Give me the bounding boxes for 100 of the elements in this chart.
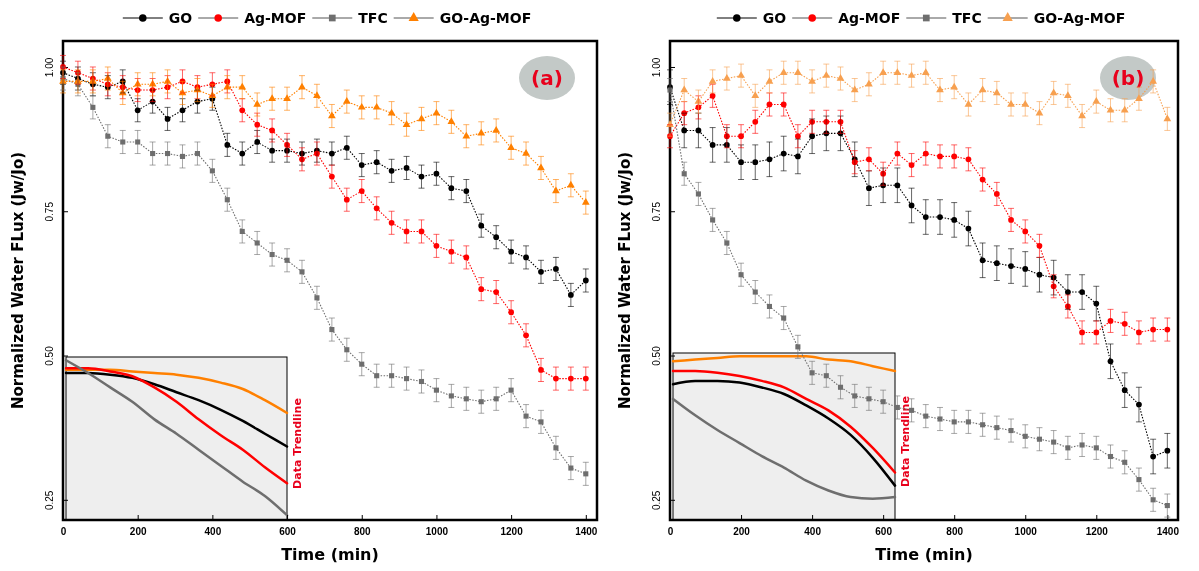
point — [894, 150, 901, 157]
point — [951, 419, 957, 425]
point — [567, 375, 574, 382]
point — [893, 68, 902, 75]
point — [150, 150, 156, 157]
x-tick-label: 600 — [279, 526, 297, 537]
point — [508, 309, 514, 316]
point — [809, 118, 815, 125]
point — [1107, 358, 1114, 365]
point — [283, 94, 291, 101]
point — [389, 373, 395, 379]
point — [979, 257, 986, 264]
point — [342, 97, 351, 104]
point — [433, 243, 440, 249]
point — [344, 347, 350, 353]
point — [538, 268, 544, 275]
point — [134, 107, 141, 114]
point — [417, 114, 426, 122]
point — [667, 133, 673, 140]
point — [752, 118, 759, 125]
point — [951, 217, 958, 223]
point — [374, 373, 380, 379]
annotation: (b) — [1111, 66, 1145, 90]
point — [582, 277, 589, 284]
point — [463, 254, 470, 261]
x-tick-label: 1200 — [500, 526, 524, 537]
point — [1008, 263, 1014, 269]
point — [493, 396, 499, 402]
point — [852, 393, 858, 399]
y-tick-label: 0.50 — [44, 345, 55, 366]
point — [120, 139, 126, 145]
point — [780, 150, 787, 157]
point — [681, 127, 688, 134]
point — [119, 84, 126, 91]
y-tick-label: 0.75 — [44, 201, 55, 222]
point — [1092, 97, 1101, 104]
x-tick-label: 1000 — [1014, 526, 1038, 537]
point — [894, 182, 901, 189]
point — [1049, 88, 1058, 96]
point — [582, 375, 589, 382]
point — [60, 69, 66, 76]
point — [909, 407, 915, 413]
point — [373, 159, 380, 166]
point — [328, 150, 335, 157]
point — [1021, 100, 1030, 107]
x-tick-label: 1200 — [1085, 526, 1109, 537]
point — [1008, 217, 1014, 223]
point — [866, 185, 872, 192]
point — [209, 168, 215, 174]
x-tick-label: 600 — [875, 526, 893, 537]
point — [809, 133, 815, 140]
point — [148, 79, 157, 87]
legend-label: GO-Ag-MOF — [1033, 10, 1126, 26]
point — [1022, 266, 1029, 272]
point — [329, 327, 335, 333]
point — [103, 74, 112, 81]
point — [738, 272, 744, 278]
point — [723, 142, 730, 148]
point — [1036, 243, 1043, 249]
point — [522, 149, 530, 156]
point — [149, 87, 156, 93]
point — [766, 303, 773, 310]
point — [751, 91, 760, 99]
point — [1136, 401, 1142, 408]
point — [492, 125, 501, 133]
legend-label: Ag-MOF — [244, 10, 307, 26]
y-tick-label: 0.75 — [651, 201, 662, 222]
point — [808, 76, 816, 84]
point — [179, 78, 186, 85]
point — [695, 104, 702, 111]
point — [766, 156, 773, 163]
point — [327, 111, 336, 119]
point — [1036, 271, 1043, 278]
point — [921, 68, 930, 75]
point — [1164, 503, 1170, 509]
point — [119, 78, 126, 85]
point — [343, 196, 350, 203]
point — [239, 228, 245, 234]
point — [710, 217, 716, 223]
point — [766, 101, 773, 108]
point — [1007, 100, 1015, 107]
point — [980, 422, 986, 428]
point — [1065, 303, 1071, 310]
point — [149, 98, 156, 105]
point — [163, 76, 172, 84]
point — [164, 84, 171, 91]
point — [433, 170, 440, 177]
point — [448, 185, 455, 192]
point — [1051, 439, 1057, 445]
point — [1036, 436, 1042, 442]
point — [823, 118, 830, 125]
point — [388, 167, 395, 174]
point — [1008, 428, 1014, 434]
point — [837, 118, 844, 125]
point — [134, 87, 141, 93]
point — [566, 180, 575, 188]
x-tick-label: 800 — [946, 526, 964, 537]
point — [837, 130, 844, 137]
x-tick-label: 200 — [129, 526, 147, 537]
point — [254, 121, 261, 128]
